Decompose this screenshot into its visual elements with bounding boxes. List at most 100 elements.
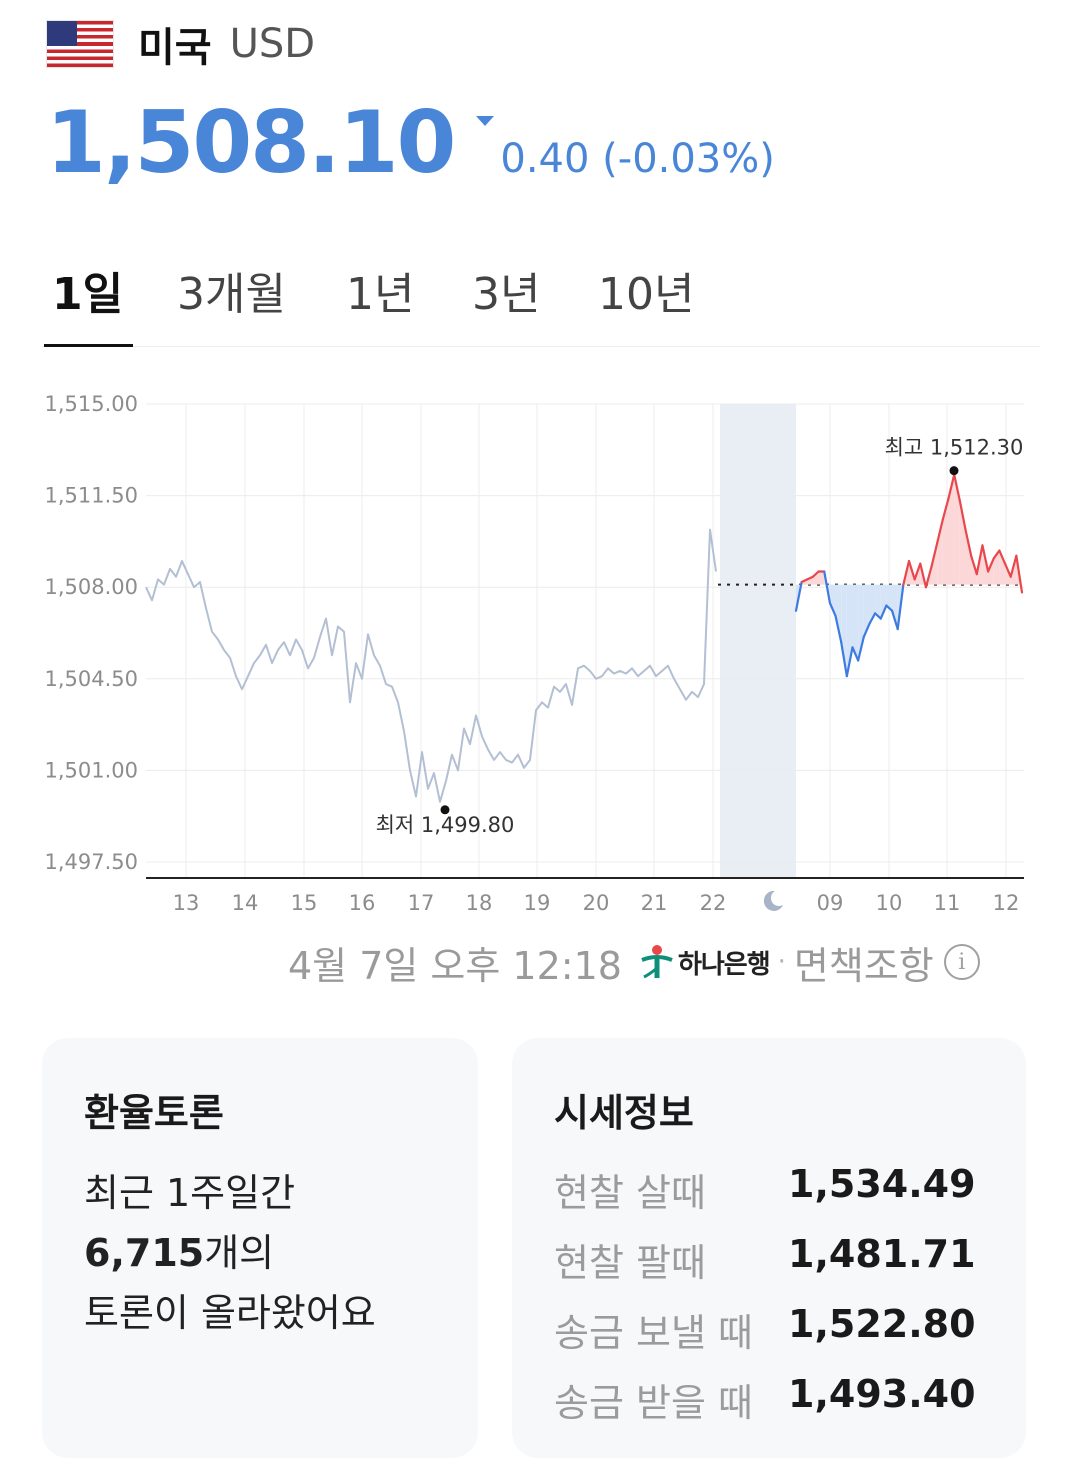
x-tick-label: 20 (583, 891, 610, 915)
loss-line-segment (868, 612, 877, 625)
tab-3years[interactable]: 3년 (472, 269, 541, 320)
loss-area (880, 584, 887, 619)
gain-line-segment (907, 559, 916, 581)
rate-label: 송금 받을 때 (554, 1381, 753, 1425)
x-tick-label: 15 (291, 891, 318, 915)
discussion-title: 환율토론 (84, 1091, 224, 1135)
y-tick-label: 1,511.50 (44, 484, 138, 508)
gain-area (942, 498, 949, 585)
gain-line-segment (936, 518, 945, 544)
loss-area (829, 584, 836, 616)
loss-line-segment (794, 580, 803, 612)
info-icon[interactable]: i (943, 944, 980, 980)
rate-value: 1,534.49 (788, 1162, 976, 1206)
rate-row-cash-sell: 현찰 팔때 1,481.71 (554, 1232, 1014, 1287)
loss-line-segment (873, 612, 882, 620)
rate-value: 1,481.71 (788, 1232, 976, 1276)
gain-area (999, 550, 1006, 585)
tab-1day[interactable]: 1일 (43, 264, 134, 347)
tab-1year[interactable]: 1년 (346, 269, 415, 320)
gain-line-segment (919, 562, 928, 589)
loss-line-segment (834, 614, 843, 644)
low-marker (440, 805, 450, 815)
low-label: 최저 1,499.80 (376, 813, 515, 837)
x-tick-label: 21 (641, 891, 668, 915)
x-tick-label: 12 (993, 891, 1020, 915)
loss-area (852, 584, 859, 661)
rate-label: 송금 보낼 때 (554, 1311, 753, 1355)
discussion-count: 6,715 (84, 1231, 205, 1275)
loss-area (886, 584, 893, 611)
loss-line-segment (840, 641, 848, 678)
gain-area (818, 571, 825, 585)
y-tick-label: 1,508.00 (44, 575, 138, 599)
x-tick-label: 14 (232, 891, 259, 915)
disclaimer-link[interactable]: 면책조항 (793, 943, 934, 988)
gain-line-segment (941, 497, 950, 521)
loss-line-segment (823, 570, 832, 605)
gain-line-segment (1009, 554, 1018, 578)
discussion-period: 최근 1주일간 (84, 1171, 296, 1215)
discussion-card[interactable]: 환율토론 최근 1주일간 6,715개의 토론이 올라왔어요 (42, 1038, 478, 1458)
rate-label: 현찰 팔때 (554, 1241, 706, 1285)
rate-label: 현찰 살때 (554, 1171, 706, 1215)
closed-market-band (720, 404, 796, 878)
gain-area (965, 529, 972, 585)
x-tick-label: 09 (817, 891, 844, 915)
y-tick-label: 1,501.00 (44, 758, 138, 782)
update-info: 4월 7일 오후 12:18 하나은행 · 면책조항 i (288, 936, 980, 988)
tab-10years[interactable]: 10년 (598, 269, 695, 320)
market-info-card: 시세정보 현찰 살때 1,534.49 현찰 팔때 1,481.71 송금 보낼… (512, 1038, 1026, 1458)
gain-line-segment (811, 570, 820, 578)
loss-area (841, 584, 847, 677)
gain-line-segment (998, 549, 1007, 565)
loss-line-segment (896, 583, 905, 631)
y-tick-label: 1,497.50 (44, 850, 138, 874)
loss-area (863, 584, 870, 637)
us-flag-icon (46, 20, 114, 68)
gain-line-segment (924, 565, 933, 589)
loss-line-segment (851, 646, 860, 662)
loss-area (835, 584, 842, 643)
rate-row-remit-send: 송금 보낼 때 1,522.80 (554, 1302, 1014, 1357)
x-tick-label: 11 (934, 891, 961, 915)
rate-row-remit-receive: 송금 받을 때 1,493.40 (554, 1372, 1014, 1427)
loss-line-segment (857, 635, 865, 662)
gain-line-segment (1003, 562, 1012, 578)
gain-area (954, 474, 960, 585)
x-tick-label: 18 (466, 891, 493, 915)
gain-line-segment (975, 544, 984, 576)
loss-line-segment (885, 604, 894, 612)
high-marker (949, 466, 959, 476)
gain-line-segment (970, 554, 978, 576)
x-tick-label: 13 (173, 891, 200, 915)
gain-line-segment (947, 473, 956, 500)
market-info-title: 시세정보 (554, 1091, 694, 1135)
currency-header: 미국 USD (46, 14, 315, 74)
hana-bank-icon (641, 945, 673, 979)
gain-line-segment (992, 549, 1001, 560)
discussion-text: 토론이 올라왔어요 (84, 1291, 376, 1335)
current-price: 1,508.10 (46, 93, 456, 193)
loss-area (892, 584, 898, 630)
loss-line-segment (845, 646, 854, 678)
gain-area (959, 500, 966, 585)
price-row: 1,508.10 0.40 (-0.03%) (46, 100, 775, 186)
rate-value: 1,493.40 (788, 1372, 976, 1416)
gain-line-segment (1015, 554, 1024, 594)
discussion-count-line: 6,715개의 (84, 1222, 274, 1277)
period-tabs: 1일 3개월 1년 3년 10년 (42, 264, 1040, 347)
exchange-rate-chart[interactable]: 1,515.00 1,511.50 1,508.00 1,504.50 1,501.00… (0, 380, 1079, 920)
loss-line-segment (890, 609, 899, 631)
gain-line-segment (958, 499, 967, 531)
moon-icon (763, 890, 783, 911)
hana-bank-logo: 하나은행 (640, 944, 771, 981)
price-change: 0.40 (-0.03%) (500, 136, 775, 182)
discussion-count-suffix: 개의 (204, 1231, 275, 1275)
bank-name: 하나은행 (677, 949, 771, 980)
tab-3months[interactable]: 3개월 (177, 269, 286, 320)
gain-area (937, 519, 943, 585)
gain-line-segment (964, 528, 973, 557)
loss-area (875, 584, 881, 619)
loss-line-segment (862, 622, 871, 639)
